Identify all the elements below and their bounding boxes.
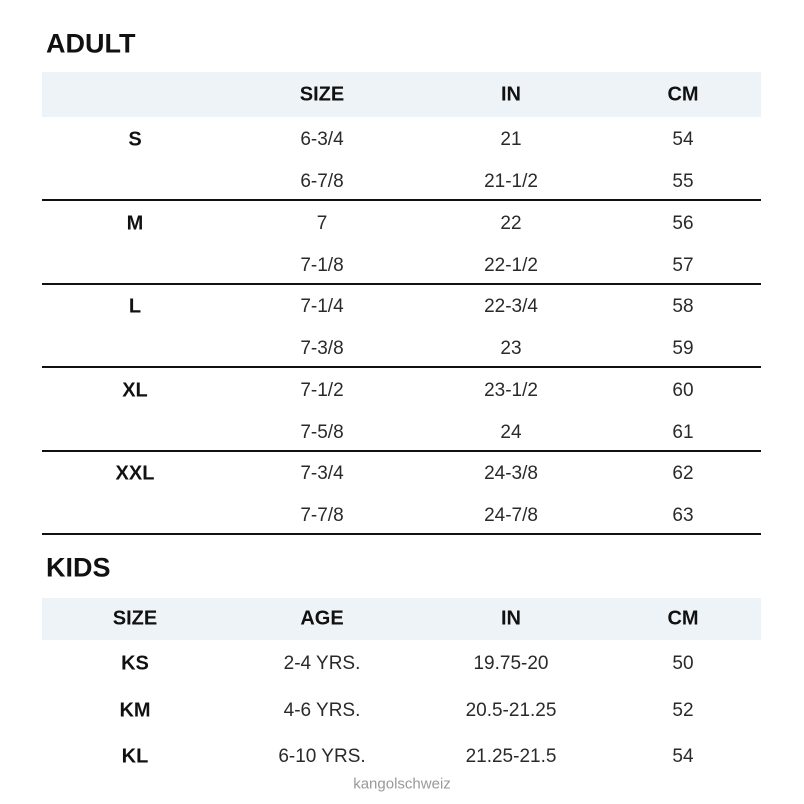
cell: 4-6 YRS. (283, 699, 361, 721)
size-label: KS (121, 652, 149, 675)
cell: 21 (500, 129, 522, 150)
cell: 7-7/8 (300, 505, 344, 526)
cell: 50 (672, 653, 694, 674)
cell: 6-3/4 (300, 129, 344, 150)
cell: 23 (500, 338, 522, 359)
size-label: KL (121, 745, 149, 768)
size-label: M (126, 212, 144, 234)
column-header: AGE (300, 607, 344, 630)
cell: 6-7/8 (300, 171, 344, 192)
cell: 23-1/2 (484, 379, 538, 401)
header-band (42, 72, 761, 117)
row-divider (42, 366, 761, 368)
cell: 60 (672, 379, 694, 401)
size-label: S (128, 128, 142, 151)
column-header: CM (667, 607, 699, 630)
header-band (42, 598, 761, 640)
cell: 7-3/8 (300, 338, 344, 359)
column-header: SIZE (299, 83, 345, 106)
column-header: IN (501, 83, 521, 106)
size-label: L (128, 295, 142, 318)
watermark: kangolschweiz (353, 775, 451, 793)
cell: 54 (672, 746, 694, 767)
section-title: KIDS (46, 552, 111, 583)
section-title: ADULT (46, 28, 136, 59)
cell: 24 (500, 421, 522, 443)
cell: 2-4 YRS. (283, 653, 361, 674)
cell: 21-1/2 (484, 171, 538, 192)
row-divider (42, 199, 761, 201)
cell: 7-5/8 (300, 421, 344, 443)
column-header: SIZE (112, 607, 158, 630)
cell: 24-7/8 (484, 505, 538, 526)
cell: 7-3/4 (300, 463, 344, 484)
row-divider (42, 533, 761, 535)
size-label: XL (122, 379, 148, 401)
column-header: CM (667, 83, 699, 106)
cell: 63 (672, 505, 694, 526)
cell: 20.5-21.25 (465, 699, 557, 721)
cell: 62 (672, 463, 694, 484)
row-divider (42, 282, 761, 285)
cell: 59 (672, 338, 694, 359)
cell: 55 (672, 171, 694, 192)
cell: 61 (672, 421, 694, 443)
cell: 22-1/2 (484, 254, 538, 276)
cell: 52 (672, 699, 694, 721)
cell: 57 (672, 254, 694, 276)
cell: 24-3/8 (484, 463, 538, 484)
cell: 22-3/4 (484, 296, 538, 317)
cell: 58 (672, 296, 694, 317)
column-header: IN (501, 607, 521, 630)
cell: 7-1/4 (300, 296, 344, 317)
cell: 7-1/8 (300, 254, 344, 276)
cell: 56 (672, 212, 694, 234)
size-label: KM (119, 699, 151, 721)
cell: 21.25-21.5 (465, 746, 557, 767)
cell: 22 (500, 212, 522, 234)
cell: 7 (316, 212, 328, 234)
cell: 6-10 YRS. (278, 746, 366, 767)
cell: 7-1/2 (300, 379, 344, 401)
cell: 54 (672, 129, 694, 150)
cell: 19.75-20 (473, 653, 549, 674)
size-label: XXL (115, 462, 155, 485)
row-divider (42, 449, 761, 452)
